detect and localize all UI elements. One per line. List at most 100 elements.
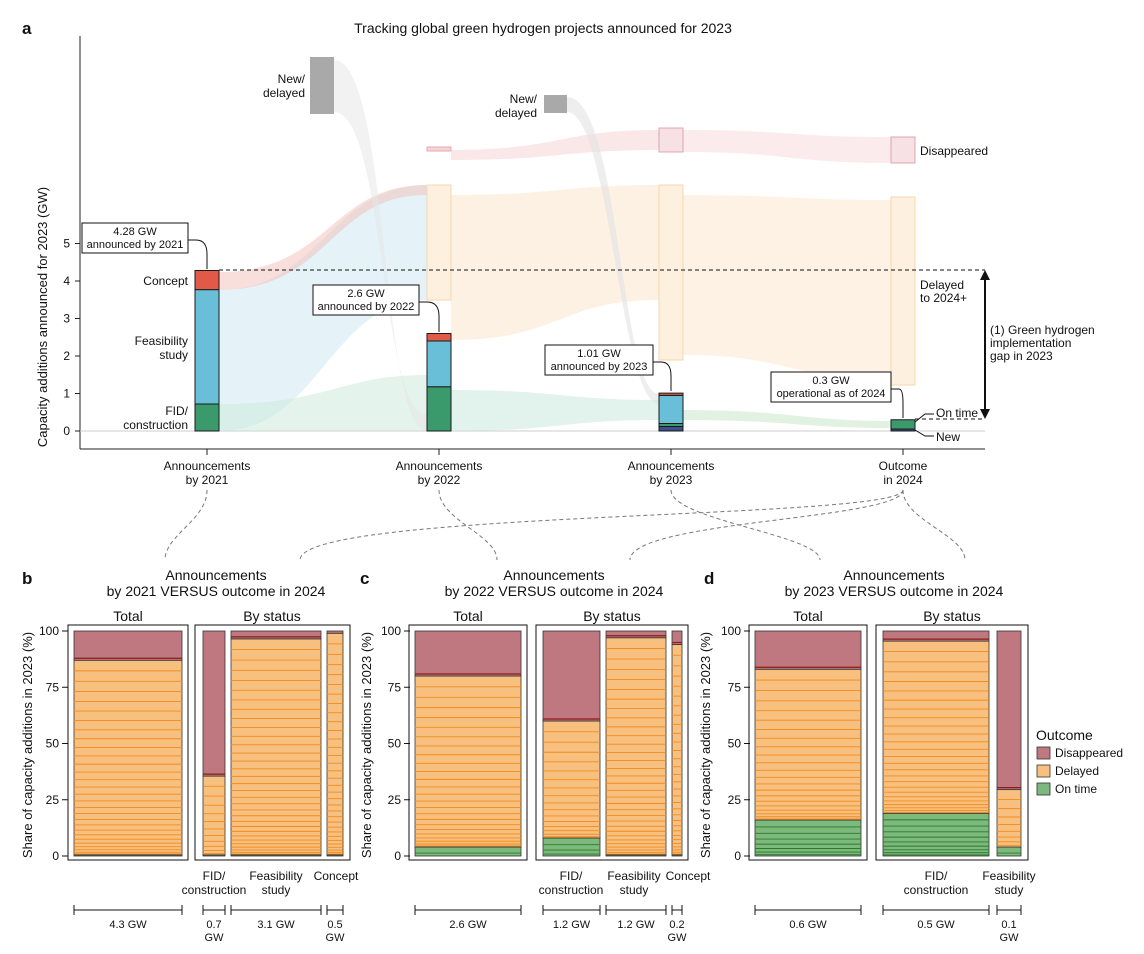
y-tick-label: 100 [721,624,741,638]
total-label: Total [453,608,483,624]
bar-segment-new [890,428,916,432]
outcome-label-delayed: to 2024+ [920,291,967,305]
callout-desc: operational as of 2024 [777,388,886,400]
category-label: study [262,883,291,897]
subplot-frame [535,624,689,861]
callout-desc: announced by 2022 [318,301,415,313]
status-label-fid: construction [123,418,188,432]
flow-2023-ontime [683,410,891,428]
y-tick-label: 4 [63,274,70,288]
bar-delayed [202,775,226,856]
bar-delayed [605,637,667,856]
y-tick-label: 0 [63,424,70,438]
subplot-frame [748,624,868,861]
capacity-bracket [73,905,183,915]
y-tick-label: 25 [728,793,742,807]
new-delayed-label: delayed [263,86,305,100]
y-tick-label: 2 [63,349,70,363]
bar-disappeared [542,630,601,722]
capacity-label: GW [1000,932,1020,944]
panel-title: by 2022 VERSUS outcome in 2024 [445,583,664,599]
subplot-frame [67,624,189,861]
y-axis-label: Capacity additions announced for 2023 (G… [35,187,50,447]
category-label: construction [539,883,604,897]
panel-connectors [164,489,966,561]
y-tick-label: 100 [39,624,59,638]
outcome-legend: Outcome Disappeared Delayed On time [1036,727,1123,796]
capacity-label: GW [326,932,346,944]
subplot-frame [194,624,351,861]
by-status-label: By status [923,608,981,624]
x-tick-label: Announcements [164,459,251,473]
category-label: FID/ [203,869,226,883]
legend-title: Outcome [1036,727,1093,743]
panel-letter: d [704,569,714,588]
capacity-label: 2.6 GW [449,919,487,931]
capacity-label: GW [668,932,688,944]
y-axis-label: Share of capacity additions in 2023 (%) [698,632,713,858]
capacity-label: 0.7 [206,919,221,931]
bar-disappeared [754,630,862,670]
status-label-feasibility: Feasibility [135,334,188,348]
panel-connector [902,489,966,561]
capacity-label: 1.2 GW [553,919,591,931]
outcome-label-new: New [936,430,960,444]
new-delayed-label: delayed [495,106,537,120]
category-label: FID/ [925,869,948,883]
y-tick-label: 3 [63,312,70,326]
bar-segment-feasibility [194,289,220,405]
category-label: FID/ [560,869,583,883]
flow-fid-to-fid [219,375,427,431]
bar-disappeared [605,630,667,639]
new-delayed-label: New/ [278,72,306,86]
y-tick-label: 0 [52,849,59,863]
bar-disappeared [326,630,344,634]
bar-segment-ontime [890,419,916,430]
by-status-label: By status [243,608,301,624]
callout-value: 1.01 GW [577,348,621,360]
x-tick-label: Announcements [396,459,483,473]
category-label: study [620,883,649,897]
capacity-label: 3.1 GW [257,919,295,931]
y-tick-label: 50 [46,737,60,751]
bar-delayed [996,789,1022,848]
callout-value: 2.6 GW [347,288,385,300]
bar-disappeared [882,630,990,642]
bar-disappeared [202,630,226,777]
panel-a-title: Tracking global green hydrogen projects … [354,20,732,36]
panel-connector [299,489,904,561]
bar-segment-concept [194,270,220,291]
new-delayed-box-2022 [310,57,334,114]
category-label: Feasibility [607,869,660,883]
node-delayed-2023 [658,184,684,361]
outcome-label-disappeared: Disappeared [920,144,988,158]
panel-a: a Tracking global green hydrogen projects… [22,19,1095,487]
panel-title: Announcements [843,567,944,583]
callout-leader [653,361,672,391]
callout-box [770,371,892,403]
capacity-bracket [542,905,601,915]
bar-delayed [73,659,183,856]
category-label: Concept [666,869,711,883]
y-tick-label: 25 [46,793,60,807]
category-label: construction [904,883,969,897]
y-tick-label: 0 [394,849,401,863]
flow-2022-disappeared [451,130,659,160]
legend-swatch [1036,764,1051,778]
panel-title: by 2021 VERSUS outcome in 2024 [107,583,326,599]
category-label: study [995,883,1024,897]
capacity-label: 0.1 [1001,919,1016,931]
x-tick-label: by 2023 [650,473,693,487]
y-tick-label: 1 [63,387,70,401]
bar-ontime [414,846,522,857]
category-label: Feasibility [249,869,302,883]
capacity-label: GW [205,932,225,944]
subplot-frame [875,624,1029,861]
y-tick-label: 75 [728,680,742,694]
legend-label: On time [1055,782,1097,796]
y-tick-label: 50 [388,737,402,751]
capacity-bracket [754,905,862,915]
capacity-label: 0.6 GW [789,919,827,931]
panel-title: Announcements [165,567,266,583]
bar-disappeared [414,630,522,677]
